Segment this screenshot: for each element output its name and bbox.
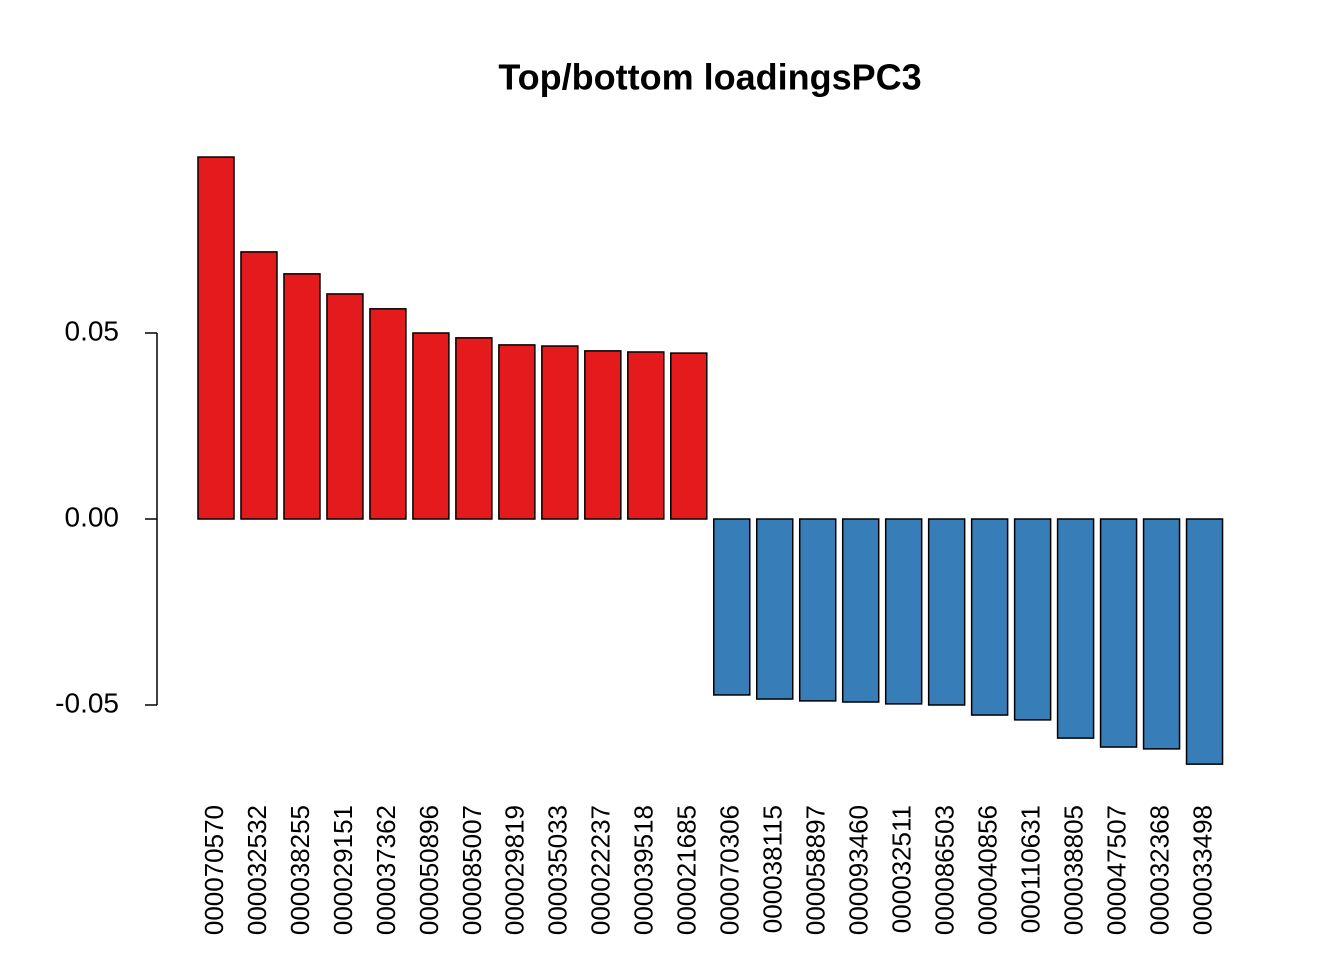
y-tick-label: 0.00	[65, 501, 120, 532]
bar	[1013, 518, 1052, 721]
x-tick-label: 000033498	[1187, 805, 1217, 935]
bar	[798, 518, 837, 702]
bar	[498, 344, 536, 520]
bar	[627, 351, 665, 520]
x-tick-label: 000070306	[715, 805, 745, 935]
x-tick-label: 000032368	[1144, 805, 1174, 935]
x-tick-label: 000038805	[1058, 805, 1088, 935]
bar	[1056, 518, 1095, 739]
bar	[326, 293, 364, 520]
x-tick-label: 000035033	[543, 805, 573, 935]
x-tick-label: 000032511	[887, 805, 917, 933]
bar	[670, 352, 708, 520]
x-tick-label: 000032532	[242, 805, 272, 935]
bar	[584, 350, 622, 520]
x-tick-label: 000050896	[414, 805, 444, 935]
bar	[841, 518, 880, 703]
bar	[1099, 518, 1138, 748]
bar	[970, 518, 1009, 716]
x-tick-label: 000085007	[457, 805, 487, 935]
bar	[927, 518, 966, 706]
bar	[455, 337, 493, 520]
bar	[283, 273, 321, 520]
bar	[412, 332, 450, 520]
bar	[197, 156, 235, 520]
y-tick-label: -0.05	[55, 687, 119, 718]
x-tick-label: 000038255	[285, 805, 315, 935]
bar	[755, 518, 794, 700]
bar	[240, 251, 278, 520]
bar	[369, 308, 407, 520]
chart-title: Top/bottom loadingsPC3	[498, 57, 921, 98]
x-tick-label: 000047507	[1101, 805, 1131, 935]
x-tick-label: 000070570	[199, 805, 229, 935]
x-tick-label: 000058897	[801, 805, 831, 935]
x-tick-label: 000021685	[672, 805, 702, 935]
x-tick-label: 000093460	[844, 805, 874, 935]
x-tick-label: 000086503	[930, 805, 960, 935]
bar	[713, 518, 751, 696]
x-tick-label: 000038115	[758, 805, 788, 933]
x-tick-label: 000022237	[586, 805, 616, 935]
x-tick-label: 000040856	[973, 805, 1003, 935]
y-tick-label: 0.05	[65, 315, 120, 346]
x-tick-label: 000110631	[1015, 805, 1045, 933]
x-tick-label: 000037362	[371, 805, 401, 935]
x-tick-label: 000039518	[629, 805, 659, 935]
x-tick-label: 000029819	[500, 805, 530, 935]
bar	[541, 345, 579, 520]
bar	[1185, 518, 1224, 765]
bar	[884, 518, 923, 705]
bar	[1142, 518, 1181, 750]
x-tick-label: 000029151	[328, 805, 358, 935]
